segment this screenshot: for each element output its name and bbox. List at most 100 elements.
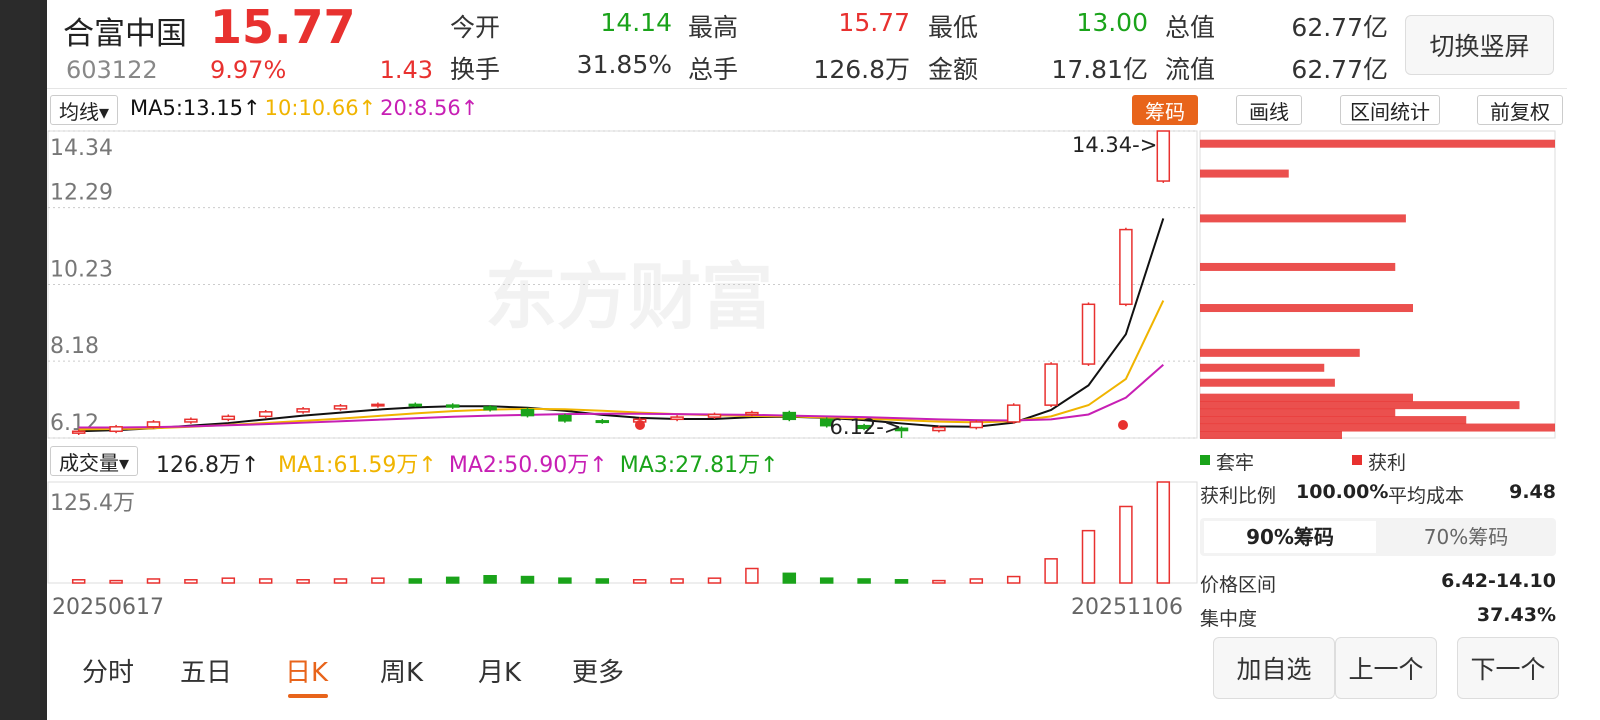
volume-bar [184,579,198,584]
chip-bar [1200,431,1342,440]
period-tab[interactable]: 日K [285,658,329,688]
stat-value: 13.00 [1076,8,1148,37]
side-strip [0,0,47,720]
action-button[interactable]: 上一个 [1335,637,1437,699]
stat-value: 14.14 [600,8,672,37]
action-button[interactable]: 下一个 [1457,637,1559,699]
legend-label: 获利 [1368,452,1407,474]
y-tick-label: 14.34 [50,136,113,161]
legend-swatch [1352,455,1362,465]
tool-button[interactable]: 前复权 [1477,95,1563,125]
volume-bar [445,576,460,584]
volume-bar [745,567,759,584]
stat-label: 总值 [1165,13,1216,42]
price: 15.77 [210,0,356,54]
divider [47,88,1567,89]
candle-body [782,411,797,421]
volume-bar [707,577,722,584]
volume-bar [670,578,684,584]
volume-legend-item: MA1:61.59万↑ [278,453,437,478]
tool-button[interactable]: 筹码 [1132,95,1198,125]
chip-bar [1200,408,1396,417]
period-tab[interactable]: 更多 [572,658,625,688]
candle-body [707,413,722,418]
period-tab[interactable]: 周K [380,658,424,688]
candle-body [819,418,834,427]
chip-bar [1200,416,1467,425]
x-tick-label: 20250617 [52,595,164,620]
period-tab[interactable]: 分时 [82,658,135,688]
volume-bar [146,578,161,584]
candle-body [670,416,684,421]
ma-legend-item: 20:8.56↑ [380,96,479,120]
candle-body [146,421,161,428]
chip-bar [1200,262,1396,271]
candle-body [371,403,385,407]
stat-value: 31.85% [576,50,672,79]
chip-bar [1200,363,1325,372]
ma-line [78,218,1165,433]
volume-frame [47,481,1198,584]
volume-bar [595,578,610,584]
chip-bar [1200,214,1406,223]
ma-select[interactable]: 均线▾ [50,95,119,125]
volume-bar [932,579,946,584]
candle-body [1156,130,1171,182]
signal-dot [1118,420,1128,430]
high-annotation: 14.34-> [1072,133,1157,157]
candle-body [296,408,310,413]
volume-bar [1006,575,1021,584]
volume-select[interactable]: 成交量▾ [50,446,139,476]
stat-label: 金额 [928,55,979,84]
rotate-button[interactable]: 切换竖屏 [1405,15,1554,75]
chip-bar [1200,139,1555,148]
candle-body [1006,404,1021,423]
volume-bar [483,575,497,584]
info-label: 获利比例 [1200,485,1277,507]
stat-value: 62.77亿 [1291,13,1388,42]
volume-tick-label: 125.4万 [50,491,135,516]
tool-button[interactable]: 画线 [1236,95,1302,125]
candle-body [184,418,198,423]
volume-bar [371,577,385,584]
volume-bar [1119,505,1133,584]
info-value: 100.00% [1296,481,1389,503]
chip-tab[interactable]: 70%筹码 [1423,525,1509,549]
volume-bar [1081,529,1096,584]
chip-bar [1200,393,1413,402]
candle-body [745,411,759,416]
volume-bar [71,579,86,584]
tool-button[interactable]: 区间统计 [1340,95,1440,125]
candle-body [333,405,348,410]
action-button[interactable]: 加自选 [1213,637,1335,699]
info-label: 集中度 [1200,608,1258,630]
volume-current: 126.8万↑ [156,453,260,478]
low-annotation: 6.12-> [830,415,902,439]
candle-body [1119,228,1133,306]
period-tab[interactable]: 月K [478,658,522,688]
change: 1.43 [379,56,433,84]
chip-tab[interactable]: 90%筹码 [1204,521,1376,553]
volume-bar [221,577,236,584]
volume-bar [258,578,273,584]
candle-body [445,404,460,408]
y-tick-label: 8.18 [50,334,99,359]
code: 603122 [66,56,158,84]
ma-line [78,300,1165,431]
y-tick-label: 12.29 [50,181,113,206]
period-tab[interactable]: 五日 [180,658,233,688]
change-pct: 9.97% [210,56,287,84]
candle-body [1081,303,1096,365]
candle-body [109,426,123,433]
candle-body [969,421,984,429]
info-value: 37.43% [1476,604,1556,626]
stat-label: 换手 [450,55,501,84]
ma-legend: MA5:13.15↑ 10:10.66↑ 20:8.56↑ [130,96,482,120]
candle-body [221,415,236,421]
volume-bar [408,578,423,584]
ma-line [78,364,1164,429]
signal-dot [635,420,645,430]
volume-bar [1044,558,1058,584]
